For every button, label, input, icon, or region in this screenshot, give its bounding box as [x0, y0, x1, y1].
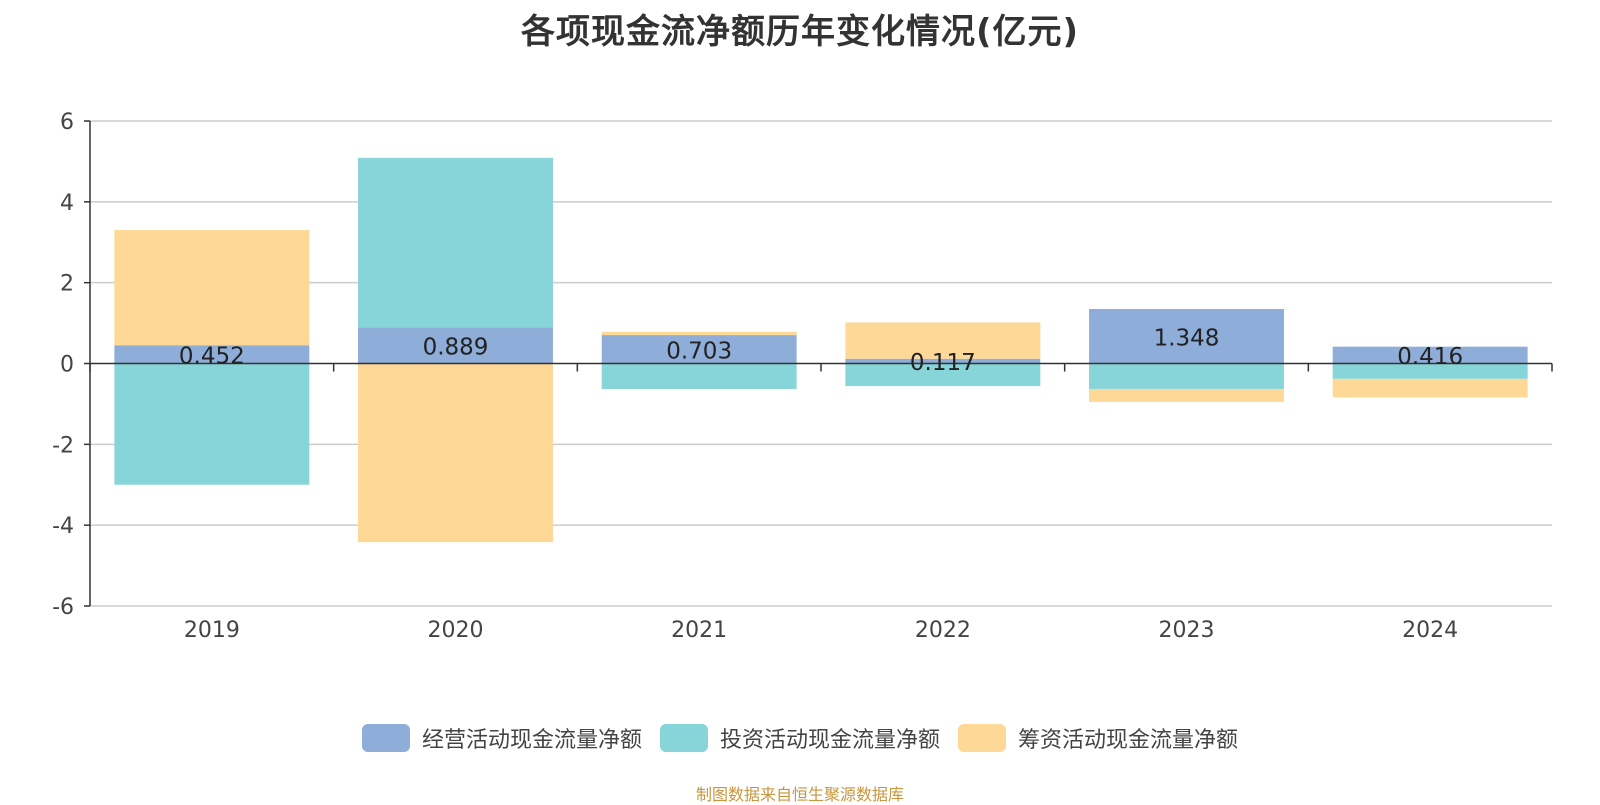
chart-plot: 6 4 2 0 -2 -4 -6 2019 2020 2021 2022 2023 2024 0.45… [52, 110, 1553, 643]
bar-2-2021 [601, 363, 797, 389]
bar-1-2020 [358, 327, 553, 364]
data-label-2020: 0.889 [423, 335, 489, 361]
bar-1-2021 [601, 335, 797, 364]
x-tick-label: 2020 [428, 618, 484, 643]
legend-swatch [958, 724, 1006, 752]
data-source-footer: 制图数据来自恒生聚源数据库 [695, 785, 904, 804]
legend-label: 经营活动现金流量净额 [421, 728, 642, 753]
y-axis-ticks: 6 4 2 0 -2 -4 -6 [52, 110, 90, 620]
data-labels: 0.452 0.889 0.703 0.117 1.348 0.416 [179, 325, 1463, 376]
bar-3-2019 [114, 230, 310, 346]
data-label-2024: 0.416 [1397, 344, 1463, 370]
y-tick-label: -2 [52, 433, 74, 458]
legend-label: 投资活动现金流量净额 [719, 728, 940, 753]
bar-2-2023 [1089, 363, 1284, 389]
data-label-2023: 1.348 [1154, 325, 1220, 351]
y-tick-label: -6 [52, 595, 74, 620]
legend: 经营活动现金流量净额 投资活动现金流量净额 筹资活动现金流量净额 [0, 722, 1600, 754]
data-label-2021: 0.703 [666, 338, 732, 364]
legend-item-3[interactable]: 筹资活动现金流量净额 [958, 722, 1238, 754]
legend-swatch [361, 724, 410, 752]
y-tick-label: 4 [60, 191, 74, 216]
bar-2-2019 [114, 363, 310, 485]
chart-title: 各项现金流净额历年变化情况(亿元) [520, 12, 1080, 52]
x-tick-label: 2023 [1159, 618, 1215, 643]
legend-swatch [659, 724, 708, 752]
x-tick-label: 2022 [915, 618, 971, 643]
bar-3-2022 [845, 322, 1041, 359]
bar-3-2023 [1089, 388, 1284, 402]
bars [114, 157, 1528, 543]
data-label-2019: 0.452 [179, 343, 245, 369]
bar-3-2021 [601, 331, 797, 336]
legend-label: 筹资活动现金流量净额 [1018, 728, 1239, 753]
data-label-2022: 0.117 [910, 350, 976, 376]
x-axis-ticks: 2019 2020 2021 2022 2023 2024 [89, 363, 1553, 643]
bar-3-2020 [358, 363, 553, 543]
bar-2-2024 [1332, 363, 1528, 379]
bar-2-2020 [358, 157, 553, 328]
bar-1-2019 [114, 345, 310, 364]
legend-item-2[interactable]: 投资活动现金流量净额 [659, 722, 940, 754]
y-tick-label: 2 [60, 272, 74, 297]
x-tick-label: 2021 [671, 618, 727, 643]
bar-1-2024 [1332, 346, 1528, 364]
y-tick-label: 6 [60, 110, 74, 135]
bar-1-2022 [845, 358, 1041, 364]
grid-lines [90, 120, 1552, 607]
bar-1-2023 [1089, 309, 1284, 364]
bar-2-2022 [845, 363, 1041, 387]
legend-item-1[interactable]: 经营活动现金流量净额 [361, 722, 642, 754]
bar-3-2024 [1332, 378, 1528, 398]
x-tick-label: 2019 [184, 618, 240, 643]
x-tick-label: 2024 [1402, 618, 1458, 643]
y-tick-label: -4 [52, 514, 74, 539]
y-tick-label: 0 [60, 353, 74, 378]
